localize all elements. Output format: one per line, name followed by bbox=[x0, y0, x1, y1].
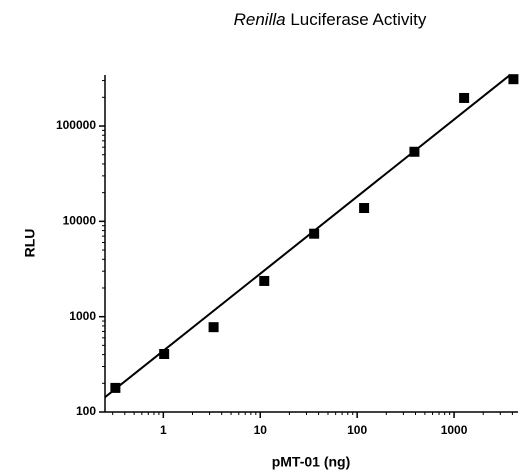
title-rest: Luciferase Activity bbox=[290, 10, 427, 29]
x-tick-label: 100 bbox=[347, 423, 367, 437]
title-italic: Renilla bbox=[234, 10, 286, 29]
data-point bbox=[508, 74, 519, 85]
y-axis-label: RLU bbox=[22, 229, 38, 258]
y-tick-label: 100 bbox=[76, 404, 96, 418]
x-tick-label: 1000 bbox=[441, 423, 468, 437]
y-tick-label: 1000 bbox=[69, 309, 96, 323]
data-point bbox=[208, 322, 219, 333]
chart-title: Renilla Luciferase Activity bbox=[234, 10, 427, 29]
fit-line bbox=[104, 74, 511, 398]
x-tick-label: 10 bbox=[254, 423, 268, 437]
y-tick-label: 10000 bbox=[63, 214, 97, 228]
data-point bbox=[309, 228, 320, 239]
data-point bbox=[159, 348, 170, 359]
x-tick-label: 1 bbox=[160, 423, 167, 437]
y-tick-label: 100000 bbox=[56, 118, 96, 132]
data-point bbox=[259, 275, 270, 286]
data-point bbox=[459, 92, 470, 103]
x-axis-label: pMT-01 (ng) bbox=[272, 454, 351, 470]
data-point bbox=[359, 203, 370, 214]
